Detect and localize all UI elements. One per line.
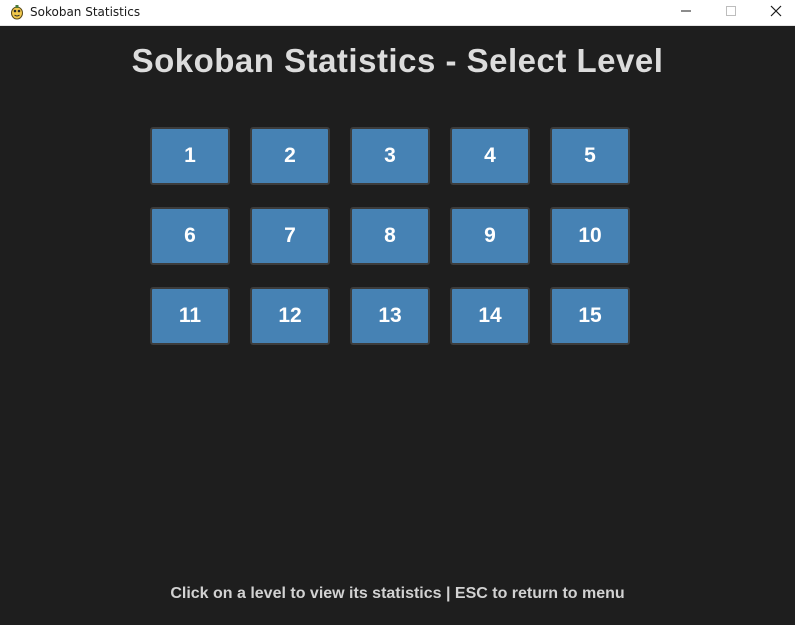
level-button-8[interactable]: 8 xyxy=(350,207,430,265)
close-icon xyxy=(770,4,782,22)
minimize-button[interactable] xyxy=(663,0,709,25)
maximize-icon xyxy=(725,4,737,22)
level-button-13[interactable]: 13 xyxy=(350,287,430,345)
pygame-snake-icon xyxy=(9,4,25,20)
level-button-2[interactable]: 2 xyxy=(250,127,330,185)
level-button-7[interactable]: 7 xyxy=(250,207,330,265)
page-title: Sokoban Statistics - Select Level xyxy=(131,42,664,79)
level-grid: 1 2 3 4 5 6 7 8 9 10 11 12 13 14 15 xyxy=(150,127,630,345)
level-button-9[interactable]: 9 xyxy=(450,207,530,265)
level-button-10[interactable]: 10 xyxy=(550,207,630,265)
level-button-11[interactable]: 11 xyxy=(150,287,230,345)
instructions-hint: Click on a level to view its statistics … xyxy=(170,585,625,602)
level-button-3[interactable]: 3 xyxy=(350,127,430,185)
level-button-6[interactable]: 6 xyxy=(150,207,230,265)
close-button[interactable] xyxy=(753,0,795,25)
level-button-1[interactable]: 1 xyxy=(150,127,230,185)
level-button-5[interactable]: 5 xyxy=(550,127,630,185)
level-button-15[interactable]: 15 xyxy=(550,287,630,345)
level-button-12[interactable]: 12 xyxy=(250,287,330,345)
minimize-icon xyxy=(680,4,692,22)
maximize-button[interactable] xyxy=(708,0,754,25)
game-canvas: Sokoban Statistics - Select Level 1 2 3 … xyxy=(0,26,795,625)
level-button-14[interactable]: 14 xyxy=(450,287,530,345)
window-title: Sokoban Statistics xyxy=(30,5,141,19)
title-bar[interactable]: Sokoban Statistics xyxy=(0,0,795,26)
level-button-4[interactable]: 4 xyxy=(450,127,530,185)
